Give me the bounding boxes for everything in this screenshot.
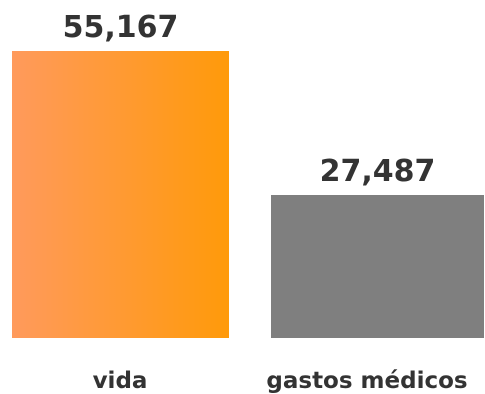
category-label-vida: vida bbox=[93, 368, 148, 394]
value-label-gastos-medicos: 27,487 bbox=[320, 154, 436, 189]
bar-vida bbox=[12, 51, 229, 338]
category-labels-group: vida gastos médicos bbox=[93, 368, 468, 394]
value-label-vida: 55,167 bbox=[63, 10, 179, 45]
value-labels-group: 55,167 27,487 bbox=[63, 10, 436, 189]
bar-gastos-medicos bbox=[271, 195, 484, 338]
category-label-gastos-medicos: gastos médicos bbox=[266, 368, 467, 394]
bars-group bbox=[12, 51, 484, 338]
